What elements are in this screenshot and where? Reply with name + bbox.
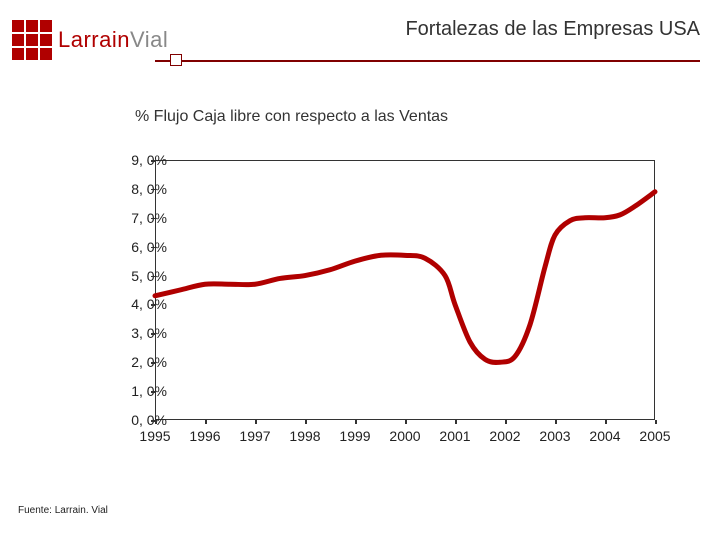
x-tick-label: 1997 <box>230 428 280 444</box>
x-tick-mark <box>155 420 157 424</box>
x-tick-mark <box>405 420 407 424</box>
x-tick-mark <box>255 420 257 424</box>
x-tick-label: 2004 <box>580 428 630 444</box>
x-tick-mark <box>605 420 607 424</box>
x-tick-mark <box>355 420 357 424</box>
y-tick-label: 9, 0% <box>112 153 167 167</box>
y-tick-mark <box>151 218 155 220</box>
x-tick-label: 2002 <box>480 428 530 444</box>
brand-name: LarrainVial <box>58 27 168 53</box>
y-tick-mark <box>151 304 155 306</box>
x-tick-mark <box>455 420 457 424</box>
x-tick-label: 2005 <box>630 428 680 444</box>
x-tick-label: 1999 <box>330 428 380 444</box>
y-tick-label: 6, 0% <box>112 240 167 254</box>
y-tick-mark <box>151 333 155 335</box>
x-tick-mark <box>505 420 507 424</box>
y-tick-mark <box>151 391 155 393</box>
x-tick-mark <box>555 420 557 424</box>
chart-subtitle: % Flujo Caja libre con respecto a las Ve… <box>135 108 448 126</box>
y-tick-label: 2, 0% <box>112 355 167 369</box>
y-tick-label: 1, 0% <box>112 384 167 398</box>
y-tick-mark <box>151 362 155 364</box>
y-tick-label: 7, 0% <box>112 211 167 225</box>
x-tick-mark <box>205 420 207 424</box>
line-series <box>155 160 655 420</box>
y-tick-label: 0, 0% <box>112 413 167 427</box>
chart: 0, 0% 1, 0% 2, 0% 3, 0% 4, 0% 5, 0% 6, 0% 7, 0%… <box>95 150 675 460</box>
y-tick-label: 5, 0% <box>112 269 167 283</box>
x-tick-label: 2001 <box>430 428 480 444</box>
x-tick-label: 1998 <box>280 428 330 444</box>
y-tick-label: 3, 0% <box>112 326 167 340</box>
brand-part2: Vial <box>130 27 168 52</box>
y-tick-mark <box>151 247 155 249</box>
y-tick-mark <box>151 189 155 191</box>
brand-part1: Larrain <box>58 27 130 52</box>
brand-logo: LarrainVial <box>12 20 168 60</box>
y-tick-label: 4, 0% <box>112 297 167 311</box>
x-tick-label: 2003 <box>530 428 580 444</box>
x-tick-label: 1996 <box>180 428 230 444</box>
page-title: Fortalezas de las Empresas USA <box>405 18 700 41</box>
header-rule <box>155 60 700 62</box>
source-text: Fuente: Larrain. Vial <box>18 505 108 516</box>
logo-grid-icon <box>12 20 52 60</box>
x-tick-label: 1995 <box>130 428 180 444</box>
x-tick-label: 2000 <box>380 428 430 444</box>
y-tick-label: 8, 0% <box>112 182 167 196</box>
rule-marker-icon <box>170 54 182 66</box>
x-tick-mark <box>655 420 657 424</box>
y-tick-mark <box>151 276 155 278</box>
x-tick-mark <box>305 420 307 424</box>
y-tick-mark <box>151 160 155 162</box>
